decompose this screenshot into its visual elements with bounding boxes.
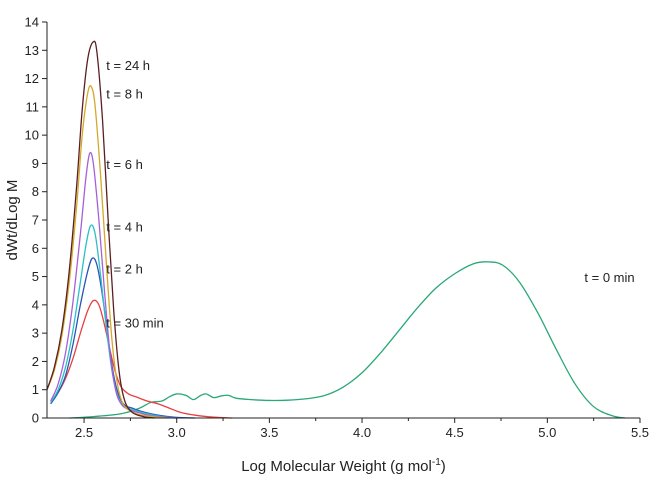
- y-tick-label: 1: [32, 382, 39, 397]
- y-tick-label: 3: [32, 326, 39, 341]
- series-line: [46, 40, 155, 419]
- x-axis-title: Log Molecular Weight (g mol-1): [241, 457, 446, 475]
- y-tick-label: 11: [26, 99, 40, 114]
- x-tick-label: 4.0: [353, 425, 371, 440]
- series-label: t = 4 h: [106, 219, 143, 234]
- series-label: t = 0 min: [584, 270, 634, 285]
- y-tick-label: 0: [32, 411, 39, 426]
- y-tick-label: 13: [25, 43, 39, 58]
- series-labels: t = 0 min t = 30 min t = 2 h t = 4 h t = 6 h…: [106, 58, 634, 330]
- y-tick-label: 8: [32, 184, 39, 199]
- axes: 2.5 3.0 3.5 4.0 4.5 5.0 5.5 012345678910111213…: [25, 15, 650, 441]
- x-tick-label: 5.5: [631, 425, 649, 440]
- series-label: t = 2 h: [106, 262, 143, 277]
- series-label: t = 24 h: [106, 58, 150, 73]
- x-tick-label: 3.5: [260, 425, 278, 440]
- series-line: [50, 224, 177, 419]
- y-tick-label: 4: [32, 297, 39, 312]
- x-axis-title-suffix: ): [441, 458, 446, 475]
- x-axis-title-superscript: -1: [432, 457, 441, 468]
- x-tick-label: 3.0: [168, 425, 186, 440]
- y-tick-label: 14: [25, 15, 39, 30]
- y-tick-label: 6: [32, 241, 39, 256]
- x-tick-label: 4.5: [446, 425, 464, 440]
- series-line: [69, 261, 626, 419]
- x-ticks: 2.5 3.0 3.5 4.0 4.5 5.0 5.5: [75, 418, 649, 440]
- y-axis-title: dWt/dLog M: [4, 180, 21, 261]
- y-tick-label: 12: [25, 71, 39, 86]
- y-tick-label: 10: [25, 128, 39, 143]
- plot-curves: [46, 40, 626, 419]
- series-label: t = 6 h: [106, 157, 143, 172]
- series-label: t = 8 h: [106, 86, 143, 101]
- x-tick-label: 5.0: [538, 425, 556, 440]
- series-line: [50, 151, 177, 419]
- y-tick-label: 5: [32, 269, 39, 284]
- y-tick-label: 2: [32, 354, 39, 369]
- x-axis-title-main: Log Molecular Weight (g mol: [241, 458, 432, 475]
- y-tick-label: 7: [32, 213, 39, 228]
- series-label: t = 30 min: [106, 315, 163, 330]
- x-tick-label: 2.5: [75, 425, 93, 440]
- y-tick-label: 9: [32, 156, 39, 171]
